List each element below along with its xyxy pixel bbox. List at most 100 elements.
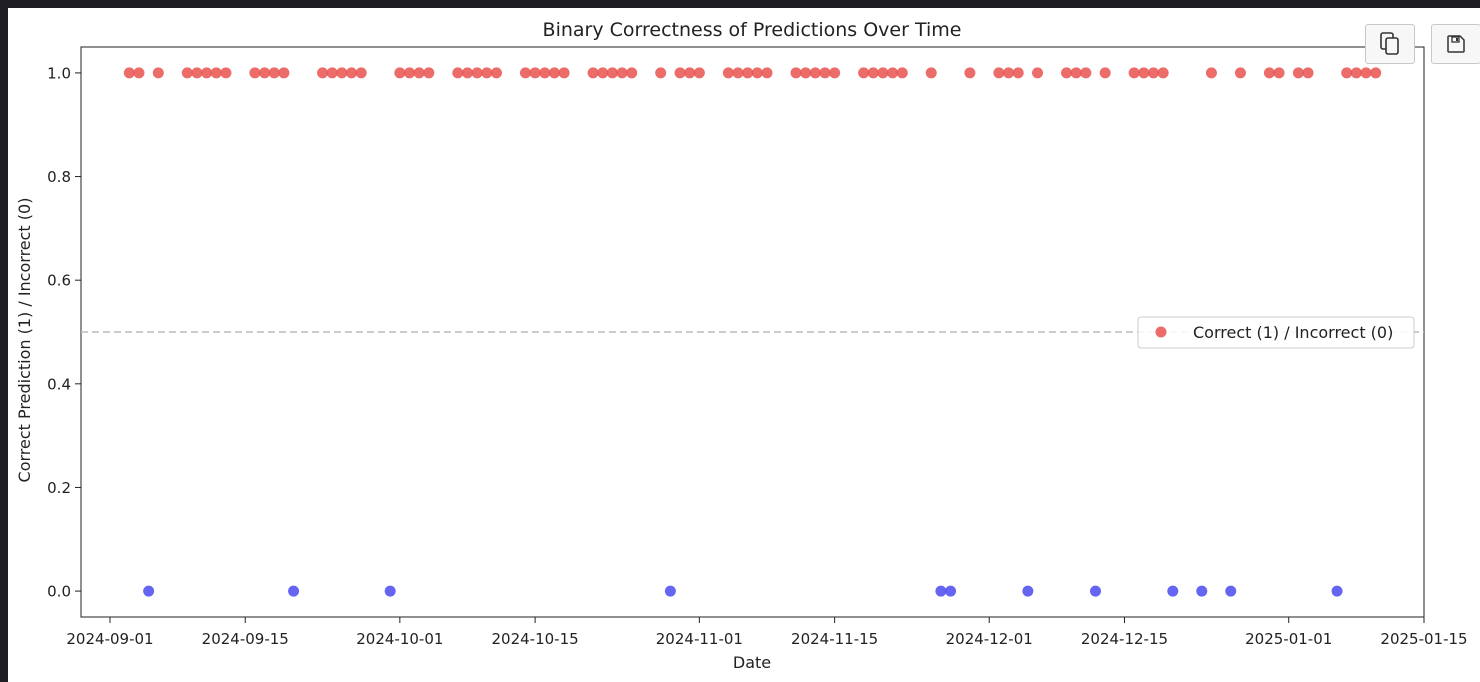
data-point-correct <box>597 67 609 79</box>
data-point-correct <box>1099 67 1111 79</box>
data-point-correct <box>809 67 821 79</box>
x-axis-label: Date <box>733 653 771 672</box>
data-point-correct <box>1370 67 1382 79</box>
data-point-correct <box>461 67 473 79</box>
data-point-correct <box>210 67 222 79</box>
data-point-correct <box>1234 67 1246 79</box>
data-point-correct <box>800 67 812 79</box>
data-point-incorrect <box>1196 585 1208 597</box>
data-point-correct <box>829 67 841 79</box>
data-point-correct <box>355 67 367 79</box>
data-point-incorrect <box>384 585 396 597</box>
data-point-correct <box>548 67 560 79</box>
data-point-correct <box>558 67 570 79</box>
x-tick-label: 2024-10-01 <box>356 630 443 648</box>
data-point-incorrect <box>935 585 947 597</box>
copy-button[interactable] <box>1365 24 1415 64</box>
data-point-correct <box>626 67 638 79</box>
data-point-correct <box>964 67 976 79</box>
data-point-correct <box>1302 67 1314 79</box>
data-point-correct <box>1263 67 1275 79</box>
data-point-correct <box>1138 67 1150 79</box>
x-tick-label: 2024-09-15 <box>202 630 289 648</box>
data-point-correct <box>1157 67 1169 79</box>
data-point-correct <box>1350 67 1362 79</box>
data-point-correct <box>887 67 899 79</box>
data-point-correct <box>693 67 705 79</box>
save-button[interactable] <box>1431 24 1480 64</box>
data-point-correct <box>220 67 232 79</box>
data-point-correct <box>1003 67 1015 79</box>
data-point-correct <box>819 67 831 79</box>
data-point-correct <box>1070 67 1082 79</box>
y-tick-label: 0.0 <box>47 583 71 601</box>
y-tick-label: 0.4 <box>47 375 71 393</box>
data-point-incorrect <box>1225 585 1237 597</box>
data-point-correct <box>423 67 435 79</box>
data-point-correct <box>268 67 280 79</box>
data-point-correct <box>201 67 213 79</box>
x-tick-label: 2024-09-01 <box>66 630 153 648</box>
data-point-incorrect <box>1331 585 1343 597</box>
data-point-correct <box>790 67 802 79</box>
data-point-correct <box>394 67 406 79</box>
data-point-incorrect <box>664 585 676 597</box>
data-point-incorrect <box>1167 585 1179 597</box>
data-point-correct <box>684 67 696 79</box>
data-point-correct <box>181 67 193 79</box>
data-point-correct <box>722 67 734 79</box>
data-point-correct <box>317 67 329 79</box>
legend-box <box>1137 316 1415 349</box>
y-tick-label: 0.6 <box>47 272 71 290</box>
data-point-correct <box>925 67 937 79</box>
x-tick-label: 2024-10-15 <box>492 630 579 648</box>
data-point-correct <box>1128 67 1140 79</box>
data-point-incorrect <box>143 585 155 597</box>
data-point-incorrect <box>288 585 300 597</box>
data-point-correct <box>529 67 541 79</box>
copy-icon <box>1380 32 1399 55</box>
y-tick-label: 1.0 <box>47 64 71 82</box>
data-point-correct <box>1012 67 1024 79</box>
data-point-correct <box>606 67 618 79</box>
data-point-incorrect <box>945 585 957 597</box>
data-point-correct <box>858 67 870 79</box>
legend-marker <box>1155 326 1167 338</box>
data-point-correct <box>1341 67 1353 79</box>
data-point-correct <box>123 67 135 79</box>
data-point-correct <box>1292 67 1304 79</box>
y-axis-label: Correct Prediction (1) / Incorrect (0) <box>15 198 34 483</box>
data-point-correct <box>133 67 145 79</box>
data-point-correct <box>1360 67 1372 79</box>
data-point-correct <box>1061 67 1073 79</box>
data-point-correct <box>751 67 763 79</box>
x-tick-label: 2024-12-01 <box>946 630 1033 648</box>
data-point-correct <box>732 67 744 79</box>
figure-canvas: Binary Correctness of Predictions Over T… <box>8 8 1480 682</box>
data-point-correct <box>674 67 686 79</box>
data-point-correct <box>404 67 416 79</box>
data-point-correct <box>326 67 338 79</box>
x-axis: 2024-09-01 2024-09-15 2024-10-01 2024-10-15… <box>66 617 1468 648</box>
chart-title: Binary Correctness of Predictions Over T… <box>543 19 962 41</box>
data-point-correct <box>1032 67 1044 79</box>
data-point-correct <box>587 67 599 79</box>
data-point-correct <box>336 67 348 79</box>
data-point-correct <box>191 67 203 79</box>
data-point-correct <box>1205 67 1217 79</box>
x-tick-label: 2025-01-01 <box>1245 630 1332 648</box>
data-point-correct <box>761 67 773 79</box>
data-point-correct <box>519 67 531 79</box>
data-point-correct <box>481 67 493 79</box>
data-point-correct <box>413 67 425 79</box>
data-point-correct <box>655 67 667 79</box>
data-point-correct <box>490 67 502 79</box>
data-point-correct <box>877 67 889 79</box>
y-tick-label: 0.2 <box>47 479 71 497</box>
scatter-chart: Binary Correctness of Predictions Over T… <box>15 19 1468 672</box>
legend: Correct (1) / Incorrect (0) <box>1137 316 1415 349</box>
data-point-correct <box>346 67 358 79</box>
data-point-correct <box>867 67 879 79</box>
data-points <box>123 67 1382 597</box>
x-tick-label: 2024-11-01 <box>656 630 743 648</box>
